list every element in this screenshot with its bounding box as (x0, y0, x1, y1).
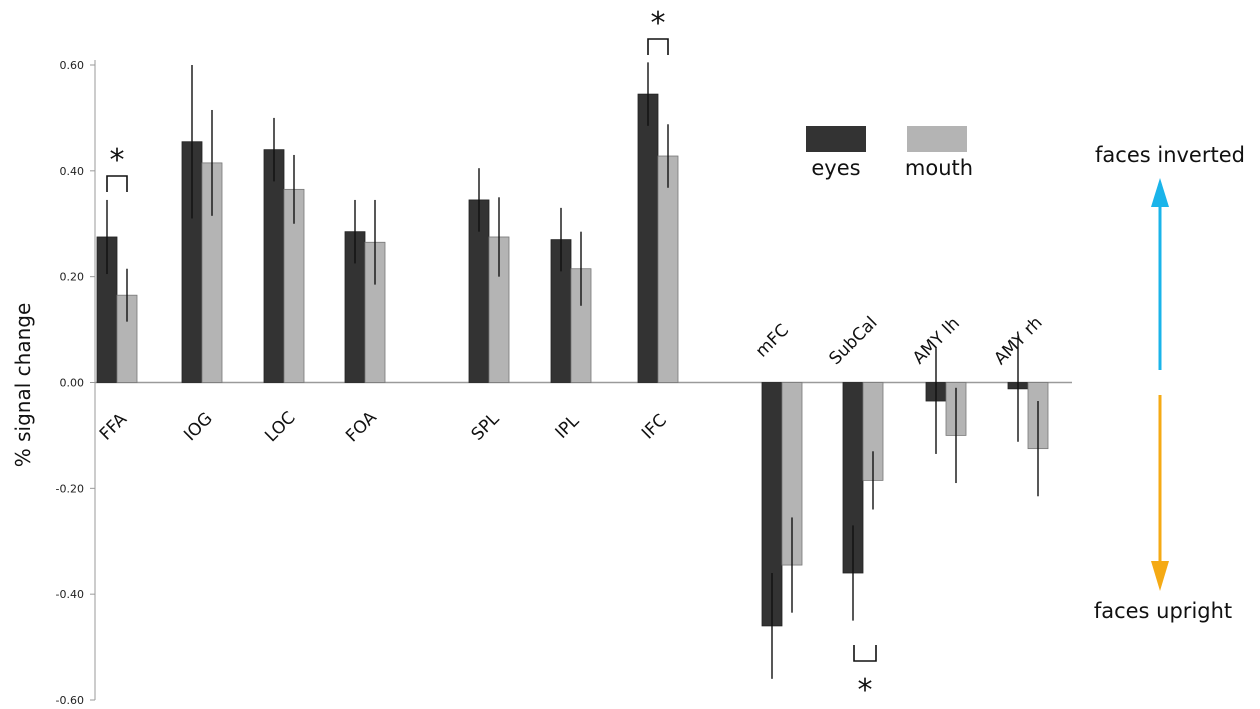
category-label-mfc: mFC (752, 320, 793, 361)
bar-mouth-ifc (657, 155, 679, 383)
category-label-ffa: FFA (96, 409, 131, 444)
significance-marker-ifc: * (651, 6, 666, 41)
y-axis-label: % signal change (11, 303, 35, 467)
faces-inverted-label: faces inverted (1095, 143, 1245, 167)
y-tick-label: -0.40 (56, 588, 84, 601)
bars (96, 93, 1049, 627)
legend: eyes mouth (806, 126, 973, 180)
y-tick-label: -0.20 (56, 482, 84, 495)
category-label-subcal: SubCal (825, 313, 881, 369)
direction-arrows: faces inverted faces upright (1094, 143, 1245, 623)
significance-marker-subcal: * (858, 673, 873, 708)
y-tick-label: 0.00 (60, 377, 85, 390)
axes: 0.60 0.40 0.20 0.00 -0.20 -0.40 -0.60 (56, 59, 1072, 707)
up-arrow-icon (1151, 178, 1169, 207)
bar-eyes-ifc (637, 93, 659, 383)
significance-marker-ffa: * (110, 143, 125, 178)
legend-swatch-eyes (806, 126, 866, 152)
category-label-foa: FOA (342, 407, 381, 446)
faces-upright-label: faces upright (1094, 599, 1232, 623)
y-tick-label: -0.60 (56, 694, 84, 707)
down-arrow-icon (1151, 561, 1169, 591)
significance-bracket-ffa (106, 175, 128, 192)
significance-bracket-subcal (853, 645, 877, 662)
category-label-ipl: IPL (552, 411, 584, 443)
y-tick-label: 0.40 (60, 165, 85, 178)
legend-label-eyes: eyes (811, 156, 860, 180)
category-label-spl: SPL (468, 409, 504, 445)
y-tick-label: 0.60 (60, 59, 85, 72)
category-label-ifc: IFC (638, 410, 671, 443)
category-label-loc: LOC (261, 408, 299, 446)
bar-eyes-loc (263, 149, 285, 383)
legend-swatch-mouth (907, 126, 967, 152)
error-bars (106, 62, 1039, 679)
category-label-iog: IOG (180, 409, 216, 445)
legend-label-mouth: mouth (905, 156, 973, 180)
y-tick-label: 0.20 (60, 271, 85, 284)
significance-bracket-ifc (647, 38, 669, 55)
